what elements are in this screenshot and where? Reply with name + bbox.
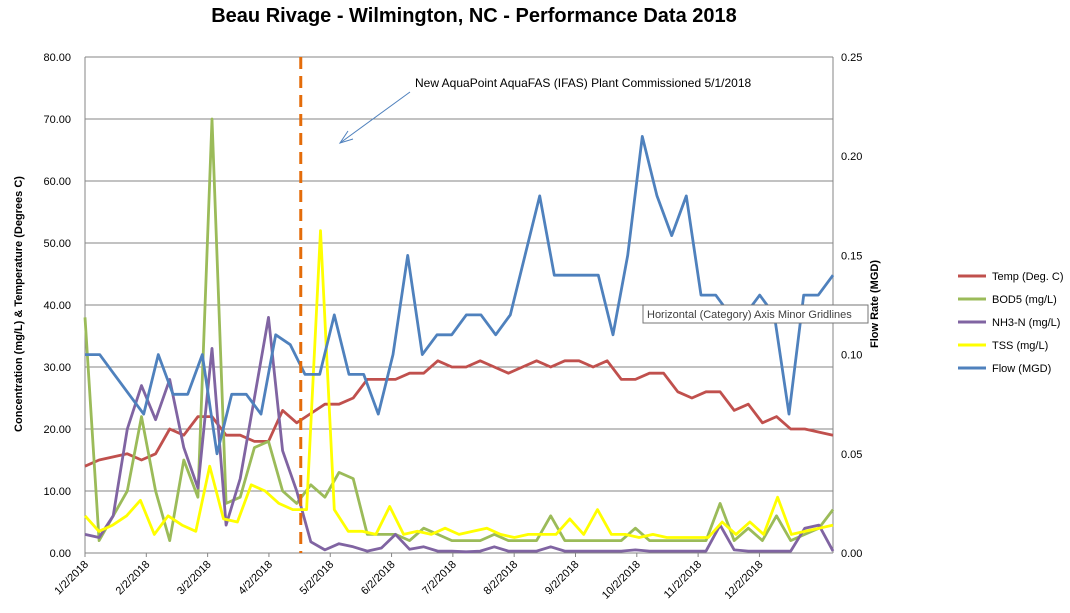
x-tick-label: 5/2/2018	[298, 559, 337, 598]
legend-entry: Flow (MGD)	[992, 363, 1051, 375]
left-tick-label: 30.00	[43, 362, 71, 374]
legend: Temp (Deg. C) BOD5 (mg/L) NH3-N (mg/L) TSS …	[958, 271, 1064, 375]
x-tick-label: 1/2/2018	[52, 559, 91, 598]
series-line-flow	[85, 134, 835, 456]
legend-entry: TSS (mg/L)	[992, 340, 1048, 352]
right-axis-ticks: 0.00 0.05 0.10 0.15 0.20 0.25	[841, 52, 862, 560]
x-tick-label: 3/2/2018	[175, 559, 214, 598]
left-tick-label: 60.00	[43, 176, 71, 188]
x-tick-label: 2/2/2018	[114, 559, 153, 598]
annotation-text: New AquaPoint AquaFAS (IFAS) Plant Commi…	[415, 76, 752, 90]
legend-entry: Temp (Deg. C)	[992, 271, 1064, 283]
left-tick-label: 10.00	[43, 486, 71, 498]
right-axis-label: Flow Rate (MGD)	[869, 260, 881, 348]
x-tick-label: 8/2/2018	[482, 559, 521, 598]
tooltip-text: Horizontal (Category) Axis Minor Gridlin…	[647, 309, 852, 321]
x-axis-ticks: 1/2/2018 2/2/2018 3/2/2018 4/2/2018 5/2/2018…	[52, 553, 766, 602]
x-tick-label: 12/2/2018	[722, 559, 765, 602]
x-tick-label: 4/2/2018	[236, 559, 275, 598]
series-line-nh3n	[84, 315, 835, 554]
right-tick-label: 0.25	[841, 52, 862, 64]
x-tick-label: 10/2/2018	[600, 559, 643, 602]
x-tick-label: 11/2/2018	[662, 559, 705, 602]
left-tick-label: 40.00	[43, 300, 71, 312]
series-lines	[83, 117, 835, 554]
right-tick-label: 0.20	[841, 151, 862, 163]
left-tick-label: 80.00	[43, 52, 71, 64]
left-tick-label: 0.00	[50, 548, 71, 560]
left-tick-label: 50.00	[43, 238, 71, 250]
left-axis-label: Concentration (mg/L) & Temperature (Degr…	[13, 176, 25, 432]
gridline-tooltip: Horizontal (Category) Axis Minor Gridlin…	[642, 304, 869, 324]
left-axis-ticks: 0.00 10.00 20.00 30.00 40.00 50.00 60.00 70.00 8…	[43, 52, 71, 560]
series-line-bod5	[83, 117, 835, 542]
right-tick-label: 0.05	[841, 449, 862, 461]
right-tick-label: 0.15	[841, 250, 862, 262]
right-tick-label: 0.00	[841, 548, 862, 560]
left-tick-label: 20.00	[43, 424, 71, 436]
series-line-temp	[84, 359, 834, 468]
left-tick-label: 70.00	[43, 114, 71, 126]
x-tick-label: 9/2/2018	[543, 559, 582, 598]
legend-entry: BOD5 (mg/L)	[992, 294, 1057, 306]
chart-title: Beau Rivage - Wilmington, NC - Performan…	[211, 5, 737, 27]
legend-entry: NH3-N (mg/L)	[992, 317, 1060, 329]
x-tick-label: 7/2/2018	[420, 559, 459, 598]
x-tick-label: 6/2/2018	[359, 559, 398, 598]
annotation-arrowhead	[338, 130, 354, 144]
annotation-arrow-line	[339, 91, 411, 144]
right-tick-label: 0.10	[841, 350, 862, 362]
series-line-tss	[83, 229, 834, 539]
